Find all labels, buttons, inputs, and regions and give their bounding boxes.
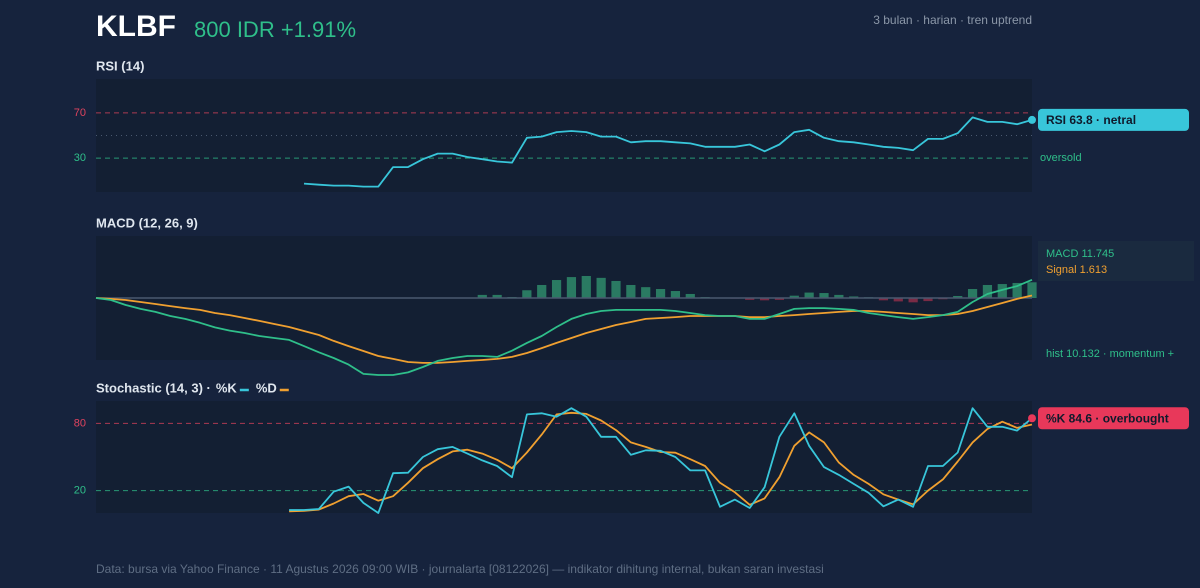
hist-bar <box>685 293 695 298</box>
legend-label: %K <box>216 380 238 395</box>
legend-entry: MACD 11.745 <box>1046 248 1114 260</box>
y-tick-label: 20 <box>74 485 86 497</box>
badge-bg <box>1038 407 1189 430</box>
hist-bar <box>626 284 636 298</box>
y-tick-label: 30 <box>74 152 86 164</box>
badge: %K 84.6 · overbought <box>1046 411 1169 425</box>
hist-bar <box>492 294 502 298</box>
footer: Data: bursa via Yahoo Finance · 11 Agust… <box>96 562 824 576</box>
hist-bar <box>611 280 621 298</box>
hist-bar <box>819 293 829 298</box>
panel-title: MACD (12, 26, 9) <box>96 215 198 230</box>
hist-bar <box>641 287 651 298</box>
line <box>95 294 1033 364</box>
hist-bar <box>596 277 606 298</box>
hist-bar <box>834 294 844 298</box>
quote: 800 IDR +1.91% <box>194 17 356 42</box>
hist-bar <box>804 292 814 298</box>
hist-bar <box>789 295 799 298</box>
legend-box <box>1038 241 1194 281</box>
end-dot <box>1028 414 1036 423</box>
line <box>289 407 1033 514</box>
badge-bg <box>1038 108 1189 131</box>
threshold-label: oversold <box>1040 152 1082 164</box>
panel-title: Stochastic (14, 3) · <box>96 380 211 395</box>
hist-bar <box>893 298 903 302</box>
hist-bar <box>982 284 993 298</box>
line <box>303 116 1033 188</box>
hist-bar <box>953 295 963 298</box>
hist-bar <box>537 284 547 298</box>
line <box>95 278 1033 376</box>
panel <box>96 401 1032 513</box>
hist-bar <box>923 298 933 302</box>
hist-bar <box>745 298 755 300</box>
line <box>289 411 1033 513</box>
hist-bar <box>967 289 978 298</box>
legend-entry: Signal 1.613 <box>1046 264 1107 276</box>
hist-bar <box>655 289 666 298</box>
meta: 3 bulan · harian · tren uptrend <box>873 13 1032 27</box>
hist-bar <box>581 275 591 298</box>
panel-title: RSI (14) <box>96 58 144 73</box>
ticker: KLBF <box>96 10 176 43</box>
hist-bar <box>849 296 859 298</box>
hist-note: hist 10.132 · momentum + <box>1046 348 1174 360</box>
end-dot <box>1028 115 1036 124</box>
hist-bar <box>551 280 562 298</box>
hist-bar <box>477 294 487 298</box>
hist-bar <box>522 290 532 298</box>
hist-bar <box>1012 282 1022 298</box>
hist-bar <box>774 298 785 300</box>
hist-bar <box>759 298 770 301</box>
hist-bar <box>566 277 577 298</box>
hist-bar <box>670 291 681 298</box>
legend-label: %D <box>256 380 277 395</box>
hist-bar <box>997 284 1007 298</box>
hist-bar <box>878 298 889 301</box>
badge: RSI 63.8 · netral <box>1046 113 1136 127</box>
y-tick-label: 80 <box>74 417 86 429</box>
y-tick-label: 70 <box>74 107 86 119</box>
hist-bar <box>908 298 918 303</box>
hist-bar <box>1027 282 1037 298</box>
